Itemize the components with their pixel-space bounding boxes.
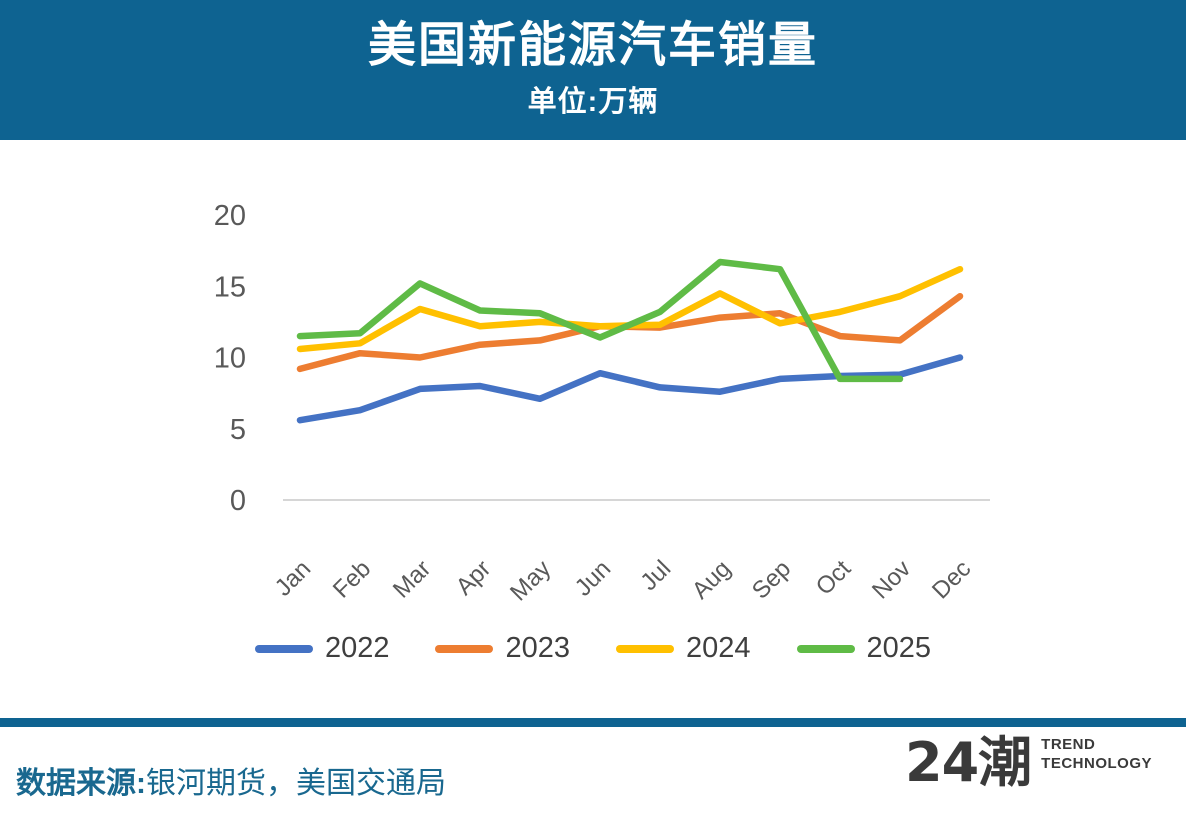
x-tick-label-dec: Dec (927, 555, 976, 604)
x-tick-label-mar: Mar (388, 555, 436, 603)
x-tick-label-apr: Apr (451, 555, 497, 601)
y-tick-label-15: 15 (214, 271, 246, 303)
legend-label-2023: 2023 (505, 632, 570, 664)
chart-legend: 2022 2023 2024 2025 (0, 632, 1186, 665)
logo-24chao-text: 24潮 (905, 731, 1032, 794)
x-tick-label-nov: Nov (867, 555, 916, 604)
legend-label-2022: 2022 (324, 632, 390, 664)
x-tick-label-jul: Jul (635, 555, 676, 596)
legend-swatch-2023 (435, 644, 494, 653)
legend-item-2024: 2024 (616, 632, 751, 665)
data-source-label: 数据来源: (16, 767, 146, 800)
x-tick-label-sep: Sep (747, 555, 796, 604)
y-tick-label-0: 0 (230, 485, 246, 517)
y-tick-label-10: 10 (214, 343, 246, 375)
legend-label-2025: 2025 (866, 632, 932, 664)
x-tick-label-jan: Jan (270, 555, 316, 601)
footer-divider (0, 718, 1186, 727)
legend-label-2024: 2024 (686, 632, 751, 664)
chart-title: 美国新能源汽车销量 (367, 18, 818, 72)
legend-item-2022: 2022 (254, 632, 390, 665)
data-source-value: 银河期货，美国交通局 (146, 767, 446, 800)
legend-swatch-2022 (254, 644, 313, 653)
y-tick-label-5: 5 (230, 414, 246, 446)
logo-wordmark: TREND TECHNOLOGY (1041, 736, 1152, 774)
y-tick-label-20: 20 (214, 200, 246, 232)
x-tick-label-oct: Oct (811, 555, 857, 601)
legend-swatch-2025 (796, 644, 855, 653)
chart-unit-label: 单位:万辆 (527, 86, 659, 119)
x-tick-label-aug: Aug (687, 555, 736, 604)
x-tick-label-feb: Feb (328, 555, 376, 603)
legend-item-2023: 2023 (435, 632, 570, 665)
data-source: 数据来源:银河期货，美国交通局 (16, 758, 446, 802)
header-banner: 美国新能源汽车销量 单位:万辆 (0, 0, 1186, 140)
logo-trend-text: TREND (1041, 736, 1096, 754)
brand-logo: 24潮 TREND TECHNOLOGY (905, 736, 1152, 790)
line-chart: 0 5 10 15 20 Jan Feb Mar Apr May Jun Jul Aug Sep Oct No… (214, 200, 990, 606)
legend-swatch-2024 (616, 644, 674, 653)
series-line-2025 (296, 258, 904, 383)
logo-technology-text: TECHNOLOGY (1041, 755, 1152, 772)
x-tick-label-may: May (505, 555, 556, 606)
series-line-2022 (296, 354, 964, 424)
x-tick-label-jun: Jun (570, 555, 616, 601)
legend-item-2025: 2025 (796, 632, 932, 665)
